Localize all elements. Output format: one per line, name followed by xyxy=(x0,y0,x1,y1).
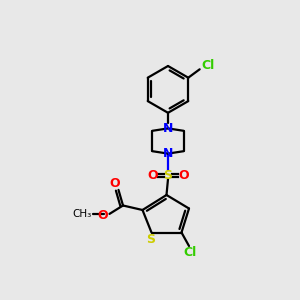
Text: N: N xyxy=(163,122,173,135)
Text: CH₃: CH₃ xyxy=(73,209,92,219)
Text: O: O xyxy=(110,177,120,190)
Text: O: O xyxy=(178,169,189,182)
Text: N: N xyxy=(163,147,173,160)
Text: S: S xyxy=(146,232,155,246)
Text: O: O xyxy=(98,208,108,222)
Text: Cl: Cl xyxy=(184,246,197,259)
Text: O: O xyxy=(147,169,158,182)
Text: S: S xyxy=(164,169,172,182)
Text: Cl: Cl xyxy=(201,59,215,72)
